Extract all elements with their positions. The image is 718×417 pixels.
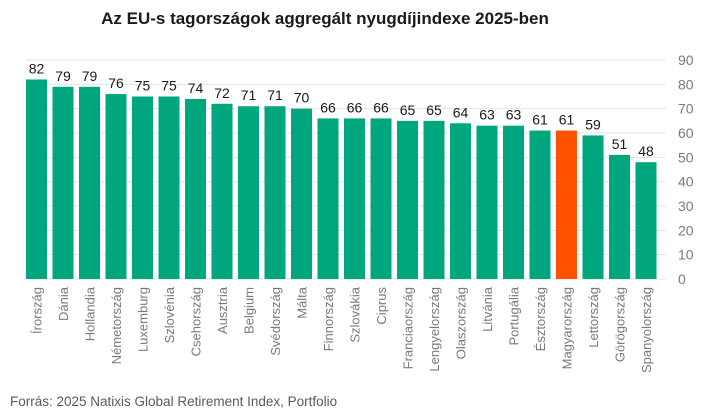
value-label: 74 <box>188 80 204 96</box>
y-tick-label: 60 <box>678 125 694 141</box>
y-tick-label: 0 <box>678 271 686 287</box>
bar <box>264 106 286 279</box>
bar <box>52 86 74 280</box>
chart-title: Az EU-s tagországok aggregált nyugdíjind… <box>101 9 549 28</box>
x-tick-label: Írország <box>30 287 45 334</box>
value-label: 79 <box>55 68 71 84</box>
bar <box>476 125 498 279</box>
bar <box>582 135 604 279</box>
bar <box>317 118 339 280</box>
x-tick-label: Csehország <box>189 287 204 356</box>
y-tick-label: 40 <box>678 174 694 190</box>
x-tick-label: Olaszország <box>454 287 469 359</box>
x-tick-label: Dánia <box>56 286 71 321</box>
y-tick-label: 80 <box>678 76 694 92</box>
bar <box>158 96 180 279</box>
bar <box>185 98 206 279</box>
x-tick-label: Belgium <box>242 287 257 334</box>
y-tick-label: 50 <box>678 149 694 165</box>
y-tick-label: 30 <box>678 198 694 214</box>
x-tick-label: Szlovákia <box>348 286 363 342</box>
x-tick-label: Finnország <box>321 287 336 351</box>
bars <box>26 79 657 280</box>
value-label: 61 <box>559 112 575 128</box>
value-label: 64 <box>453 104 469 120</box>
x-tick-label: Németország <box>109 287 124 364</box>
x-tick-label: Spanyolország <box>639 287 654 373</box>
y-axis-ticks: 0 10 20 30 40 50 60 70 80 90 <box>678 52 694 287</box>
value-label: 75 <box>135 78 151 94</box>
x-tick-label: Észtország <box>533 287 548 351</box>
bar <box>79 86 100 280</box>
value-label: 63 <box>479 107 495 123</box>
x-tick-label: Ciprus <box>374 287 389 325</box>
bar <box>635 162 657 279</box>
x-tick-label: Görögország <box>613 287 628 362</box>
x-axis-ticks: Írország Dánia Hollandia Németország Luxembu… <box>30 286 655 373</box>
bar <box>344 118 365 280</box>
bar <box>291 108 312 280</box>
value-label: 66 <box>320 99 336 115</box>
x-tick-label: Szlovénia <box>162 286 177 343</box>
value-label: 65 <box>426 102 442 118</box>
value-label: 71 <box>241 87 257 103</box>
bar <box>238 106 259 279</box>
value-label: 71 <box>267 87 283 103</box>
value-label: 51 <box>612 136 628 152</box>
bar <box>503 125 524 279</box>
x-tick-label: Svédország <box>268 287 283 356</box>
bar <box>609 154 630 279</box>
value-label: 75 <box>161 78 177 94</box>
y-tick-label: 70 <box>678 101 694 117</box>
x-tick-label: Ausztria <box>215 286 230 334</box>
x-tick-label: Luxemburg <box>136 287 151 352</box>
y-tick-label: 20 <box>678 222 694 238</box>
x-tick-label: Magyarország <box>560 287 575 369</box>
bar <box>132 96 153 279</box>
bar <box>450 123 471 280</box>
bar <box>370 118 392 280</box>
value-label: 65 <box>400 102 416 118</box>
bar <box>105 94 127 279</box>
value-label: 66 <box>373 99 389 115</box>
x-tick-label: Málta <box>295 286 310 319</box>
x-tick-label: Hollandia <box>83 286 98 341</box>
bar <box>556 130 577 279</box>
bar <box>397 120 418 279</box>
value-label: 59 <box>585 116 601 132</box>
bar <box>529 130 551 279</box>
y-tick-label: 10 <box>678 247 694 263</box>
y-tick-label: 90 <box>678 52 694 68</box>
value-label: 82 <box>29 60 45 76</box>
value-labels: 82 79 79 76 75 75 74 72 71 71 70 66 66 66 65 65 64 63 63 61… <box>29 60 654 159</box>
x-tick-label: Franciaország <box>401 287 416 369</box>
value-label: 48 <box>638 143 654 159</box>
value-label: 79 <box>82 68 98 84</box>
value-label: 63 <box>506 107 522 123</box>
value-label: 72 <box>214 85 230 101</box>
value-label: 66 <box>347 99 363 115</box>
value-label: 76 <box>108 75 124 91</box>
x-tick-label: Portugália <box>507 286 522 345</box>
x-tick-label: Litvánia <box>480 286 495 332</box>
value-label: 61 <box>532 112 548 128</box>
bar <box>423 120 445 279</box>
bar <box>211 103 233 279</box>
value-label: 70 <box>294 90 310 106</box>
x-tick-label: Lettország <box>586 287 601 348</box>
source-note: Forrás: 2025 Natixis Global Retirement I… <box>10 394 338 409</box>
bar <box>26 79 47 279</box>
x-tick-label: Lengyelország <box>427 287 442 372</box>
